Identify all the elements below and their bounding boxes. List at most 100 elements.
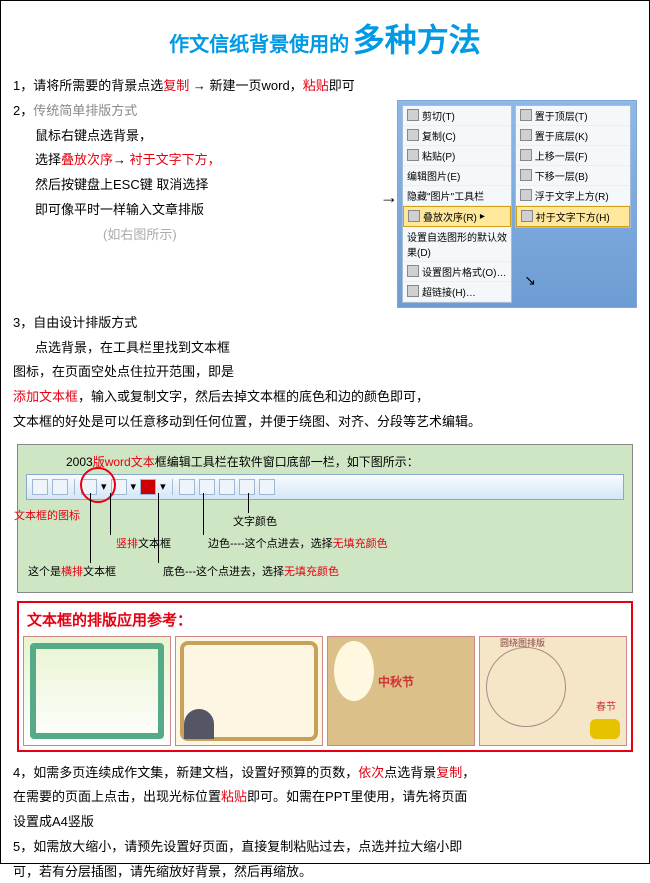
moon-icon <box>334 641 374 701</box>
step-5: 5，如需放大缩小，请预先设置好页面，直接复制粘贴过去，点选并拉大缩小即 <box>13 836 637 859</box>
t: 添加文本框，输入或复制文字，然后去掉文本框的底色和边的颜色即可， <box>13 386 637 409</box>
hint: (如右图所示) <box>103 224 389 247</box>
red: 依次 <box>358 765 384 780</box>
menu-item[interactable]: 设置自选图形的默认效果(D) <box>403 227 511 262</box>
red: 竖排 <box>116 538 138 550</box>
connector-line <box>90 493 91 563</box>
label: 置于底层(K) <box>535 128 588 143</box>
circle-shape <box>486 647 566 727</box>
t: 设置成A4竖版 <box>13 811 637 834</box>
menu-item[interactable]: 隐藏"图片"工具栏 <box>403 186 511 206</box>
ref-title: 文本框的排版应用参考： <box>27 609 627 630</box>
thumbnail: 中秋节 <box>327 636 475 746</box>
label: 复制(C) <box>422 128 456 143</box>
pointer-arrow-icon: ↘ <box>524 272 536 289</box>
anno-vtext: 竖排文本框 <box>116 535 171 551</box>
caption: 中秋节 <box>378 673 414 690</box>
label: 上移一层(F) <box>535 148 588 163</box>
label: 设置自选图形的默认效果(D) <box>407 229 507 259</box>
sep <box>74 479 75 495</box>
subtitle: 传统简单排版方式 <box>33 103 137 118</box>
step-1: 1，请将所需要的背景点选复制 → 新建一页word，粘贴即可 <box>13 75 637 98</box>
reference-box: 文本框的排版应用参考： 中秋节 圆绕图排版 春节 <box>17 601 633 752</box>
textbox-v-icon[interactable] <box>52 479 68 495</box>
red: 无填充颜色 <box>284 566 339 578</box>
t: 如需多页连续成作文集，新建文档，设置好预算的页数， <box>33 765 358 780</box>
t: 图标，在页面空处点住拉开范围，即是 <box>13 361 637 384</box>
thumbnail <box>23 636 171 746</box>
note: 2003版word文本框编辑工具栏在软件窗口底部一栏，如下图所示： <box>66 453 624 470</box>
menu-item[interactable]: 置于顶层(T) <box>516 106 630 126</box>
t: 鼠标右键点选背景， <box>13 125 389 148</box>
label: 设置图片格式(O)… <box>422 264 506 279</box>
t: 边色----这个点进去，选择 <box>208 538 333 550</box>
shadow-icon[interactable] <box>239 479 255 495</box>
t: 选择 <box>35 152 61 167</box>
red: 横排 <box>61 566 83 578</box>
red: 添加文本框 <box>13 389 78 404</box>
menu-left: 剪切(T) 复制(C) 粘贴(P) 编辑图片(E) 隐藏"图片"工具栏 叠放次序… <box>402 105 512 303</box>
red: 衬于文字下方， <box>130 152 221 167</box>
menu-item[interactable]: 浮于文字上方(R) <box>516 186 630 206</box>
menu-item[interactable]: 超链接(H)… <box>403 282 511 302</box>
t: 点选背景，在工具栏里找到文本框 <box>13 337 637 360</box>
title-left: 作文信纸背景使用的 <box>169 34 349 56</box>
menu-item[interactable]: 上移一层(F) <box>516 146 630 166</box>
num: 2， <box>13 103 33 118</box>
arrow-style-icon[interactable] <box>219 479 235 495</box>
label: 叠放次序(R) <box>423 209 477 224</box>
t: ，输入或复制文字，然后去掉文本框的底色和边的颜色即可， <box>78 389 429 404</box>
step-2: 2，传统简单排版方式 <box>13 100 389 123</box>
pointer-arrow-icon: → <box>380 187 398 208</box>
page-title: 作文信纸背景使用的 多种方法 <box>13 15 637 61</box>
t: 框编辑工具栏在软件窗口底部一栏，如下图所示： <box>155 455 419 469</box>
menu-item[interactable]: 编辑图片(E) <box>403 166 511 186</box>
menu-right: 置于顶层(T) 置于底层(K) 上移一层(F) 下移一层(B) 浮于文字上方(R… <box>515 105 631 228</box>
lantern-icon <box>590 719 620 739</box>
copy-icon <box>407 129 419 141</box>
menu-item[interactable]: 置于底层(K) <box>516 126 630 146</box>
t: 点选背景 <box>384 765 436 780</box>
3d-icon[interactable] <box>259 479 275 495</box>
fontcolor-icon[interactable] <box>140 479 156 495</box>
t: 选择叠放次序→ 衬于文字下方， <box>13 149 389 172</box>
connector-line <box>158 493 159 563</box>
t: 文本框的好处是可以任意移动到任何位置，并便于绕图、对齐、分段等艺术编辑。 <box>13 411 637 434</box>
paste-icon <box>407 149 419 161</box>
t: 如需放大缩小，请预先设置好页面，直接复制粘贴过去，点选并拉大缩小即 <box>33 839 462 854</box>
step-3: 3，自由设计排版方式 <box>13 312 637 335</box>
t: 2003 <box>66 455 93 469</box>
t: 即可像平时一样输入文章排版 <box>13 199 389 222</box>
menu-item[interactable]: 设置图片格式(O)… <box>403 262 511 282</box>
dash-icon[interactable] <box>199 479 215 495</box>
t: ， <box>462 765 475 780</box>
title-right: 多种方法 <box>353 22 481 58</box>
textbox-h-icon[interactable] <box>32 479 48 495</box>
label: 剪切(T) <box>422 108 455 123</box>
menu-item[interactable]: 剪切(T) <box>403 106 511 126</box>
side-label: 文本框的图标 <box>14 507 80 523</box>
sep <box>172 479 173 495</box>
down-icon <box>520 169 532 181</box>
t: 在需要的页面上点击，出现光标位置粘贴即可。如需在PPT里使用，请先将页面 <box>13 786 637 809</box>
menu-item-behind[interactable]: 衬于文字下方(H) <box>516 206 630 227</box>
menu-item[interactable]: 复制(C) <box>403 126 511 146</box>
up-icon <box>520 149 532 161</box>
label: 下移一层(B) <box>535 168 588 183</box>
menu-item[interactable]: 下移一层(B) <box>516 166 630 186</box>
behind-icon <box>521 210 533 222</box>
t: 然后按键盘上ESC键 取消选择 <box>13 174 389 197</box>
caption: 春节 <box>596 698 616 713</box>
toolbar-diagram: 2003版word文本框编辑工具栏在软件窗口底部一栏，如下图所示： ▾ ▾ ▾ … <box>17 444 633 593</box>
num: 3， <box>13 315 33 330</box>
label: 隐藏"图片"工具栏 <box>407 188 484 203</box>
dropdown-icon[interactable]: ▾ <box>160 480 166 493</box>
red: 无填充颜色 <box>333 538 388 550</box>
arrow-icon: → <box>113 152 126 167</box>
paste-word: 粘贴 <box>303 78 329 93</box>
label: 编辑图片(E) <box>407 168 460 183</box>
menu-item-order[interactable]: 叠放次序(R) ▸ <box>403 206 511 227</box>
menu-item[interactable]: 粘贴(P) <box>403 146 511 166</box>
line-icon[interactable] <box>179 479 195 495</box>
dropdown-icon[interactable]: ▾ <box>131 480 137 493</box>
